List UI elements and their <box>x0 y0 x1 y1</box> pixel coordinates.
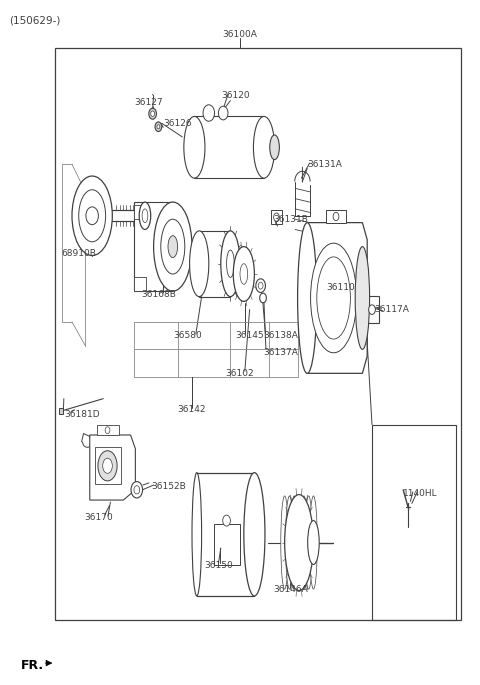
Ellipse shape <box>72 176 112 256</box>
Text: 36120: 36120 <box>221 91 250 101</box>
Ellipse shape <box>305 496 312 589</box>
Bar <box>59 408 63 414</box>
Ellipse shape <box>308 521 319 564</box>
Polygon shape <box>90 435 135 500</box>
Circle shape <box>149 108 156 119</box>
Ellipse shape <box>286 496 293 589</box>
Text: (150629-): (150629-) <box>10 15 61 25</box>
Bar <box>55 48 461 620</box>
Circle shape <box>105 427 110 434</box>
Text: 36170: 36170 <box>84 512 113 522</box>
Ellipse shape <box>227 250 234 277</box>
Text: 36146A: 36146A <box>273 584 308 594</box>
Bar <box>134 202 173 291</box>
Text: 1140HL: 1140HL <box>403 488 437 498</box>
Ellipse shape <box>103 458 112 473</box>
Text: 36138A: 36138A <box>263 331 298 340</box>
Text: 36127: 36127 <box>134 98 163 108</box>
Ellipse shape <box>281 496 288 589</box>
Text: 36131A: 36131A <box>307 160 342 169</box>
Circle shape <box>86 207 98 225</box>
Ellipse shape <box>184 116 205 178</box>
Text: 36100A: 36100A <box>223 29 257 39</box>
Ellipse shape <box>79 190 106 242</box>
Ellipse shape <box>190 231 209 297</box>
Bar <box>95 447 121 484</box>
Circle shape <box>157 125 160 129</box>
Ellipse shape <box>285 495 313 590</box>
Ellipse shape <box>310 496 317 589</box>
Ellipse shape <box>139 202 151 229</box>
Ellipse shape <box>154 202 192 291</box>
Circle shape <box>369 305 375 314</box>
Circle shape <box>223 515 230 526</box>
Ellipse shape <box>218 106 228 120</box>
Text: 36117A: 36117A <box>374 305 409 314</box>
Circle shape <box>258 282 263 289</box>
Bar <box>214 524 240 565</box>
Circle shape <box>274 213 279 221</box>
Circle shape <box>256 279 265 292</box>
Text: 36102: 36102 <box>226 369 254 378</box>
Ellipse shape <box>300 496 308 589</box>
Bar <box>271 210 282 224</box>
Text: 36168B: 36168B <box>141 290 176 299</box>
Ellipse shape <box>253 116 275 178</box>
Circle shape <box>151 111 155 116</box>
Ellipse shape <box>295 496 303 589</box>
Text: 36152B: 36152B <box>151 482 186 491</box>
Ellipse shape <box>317 257 350 339</box>
Ellipse shape <box>298 223 317 373</box>
Circle shape <box>134 486 140 494</box>
Bar <box>365 296 379 323</box>
Ellipse shape <box>168 236 178 258</box>
Text: 68910B: 68910B <box>62 249 96 258</box>
FancyArrowPatch shape <box>45 660 52 666</box>
Ellipse shape <box>311 243 357 353</box>
Polygon shape <box>307 223 367 373</box>
Text: 36580: 36580 <box>173 331 202 340</box>
Text: 36137A: 36137A <box>263 348 298 358</box>
Text: 36150: 36150 <box>204 560 233 570</box>
Ellipse shape <box>98 451 117 481</box>
Ellipse shape <box>290 496 298 589</box>
Circle shape <box>333 212 339 221</box>
Text: 36145: 36145 <box>235 331 264 340</box>
Bar <box>326 210 346 223</box>
Ellipse shape <box>142 209 148 223</box>
Bar <box>134 206 146 219</box>
Text: 36126: 36126 <box>163 119 192 128</box>
Ellipse shape <box>221 231 240 297</box>
Ellipse shape <box>161 219 185 274</box>
Text: 36110: 36110 <box>326 283 355 292</box>
Circle shape <box>131 482 143 498</box>
Text: 36142: 36142 <box>178 405 206 414</box>
Bar <box>97 425 119 435</box>
Ellipse shape <box>233 247 254 301</box>
Circle shape <box>155 122 162 132</box>
Ellipse shape <box>355 247 370 349</box>
Ellipse shape <box>240 264 248 284</box>
Text: 36181D: 36181D <box>64 410 99 419</box>
Ellipse shape <box>203 105 215 121</box>
Bar <box>372 425 456 620</box>
Ellipse shape <box>270 135 279 160</box>
Ellipse shape <box>192 473 202 596</box>
Text: 36131B: 36131B <box>274 214 309 224</box>
Circle shape <box>260 293 266 303</box>
Text: FR.: FR. <box>21 660 44 672</box>
Bar <box>134 277 146 291</box>
Ellipse shape <box>244 473 265 596</box>
